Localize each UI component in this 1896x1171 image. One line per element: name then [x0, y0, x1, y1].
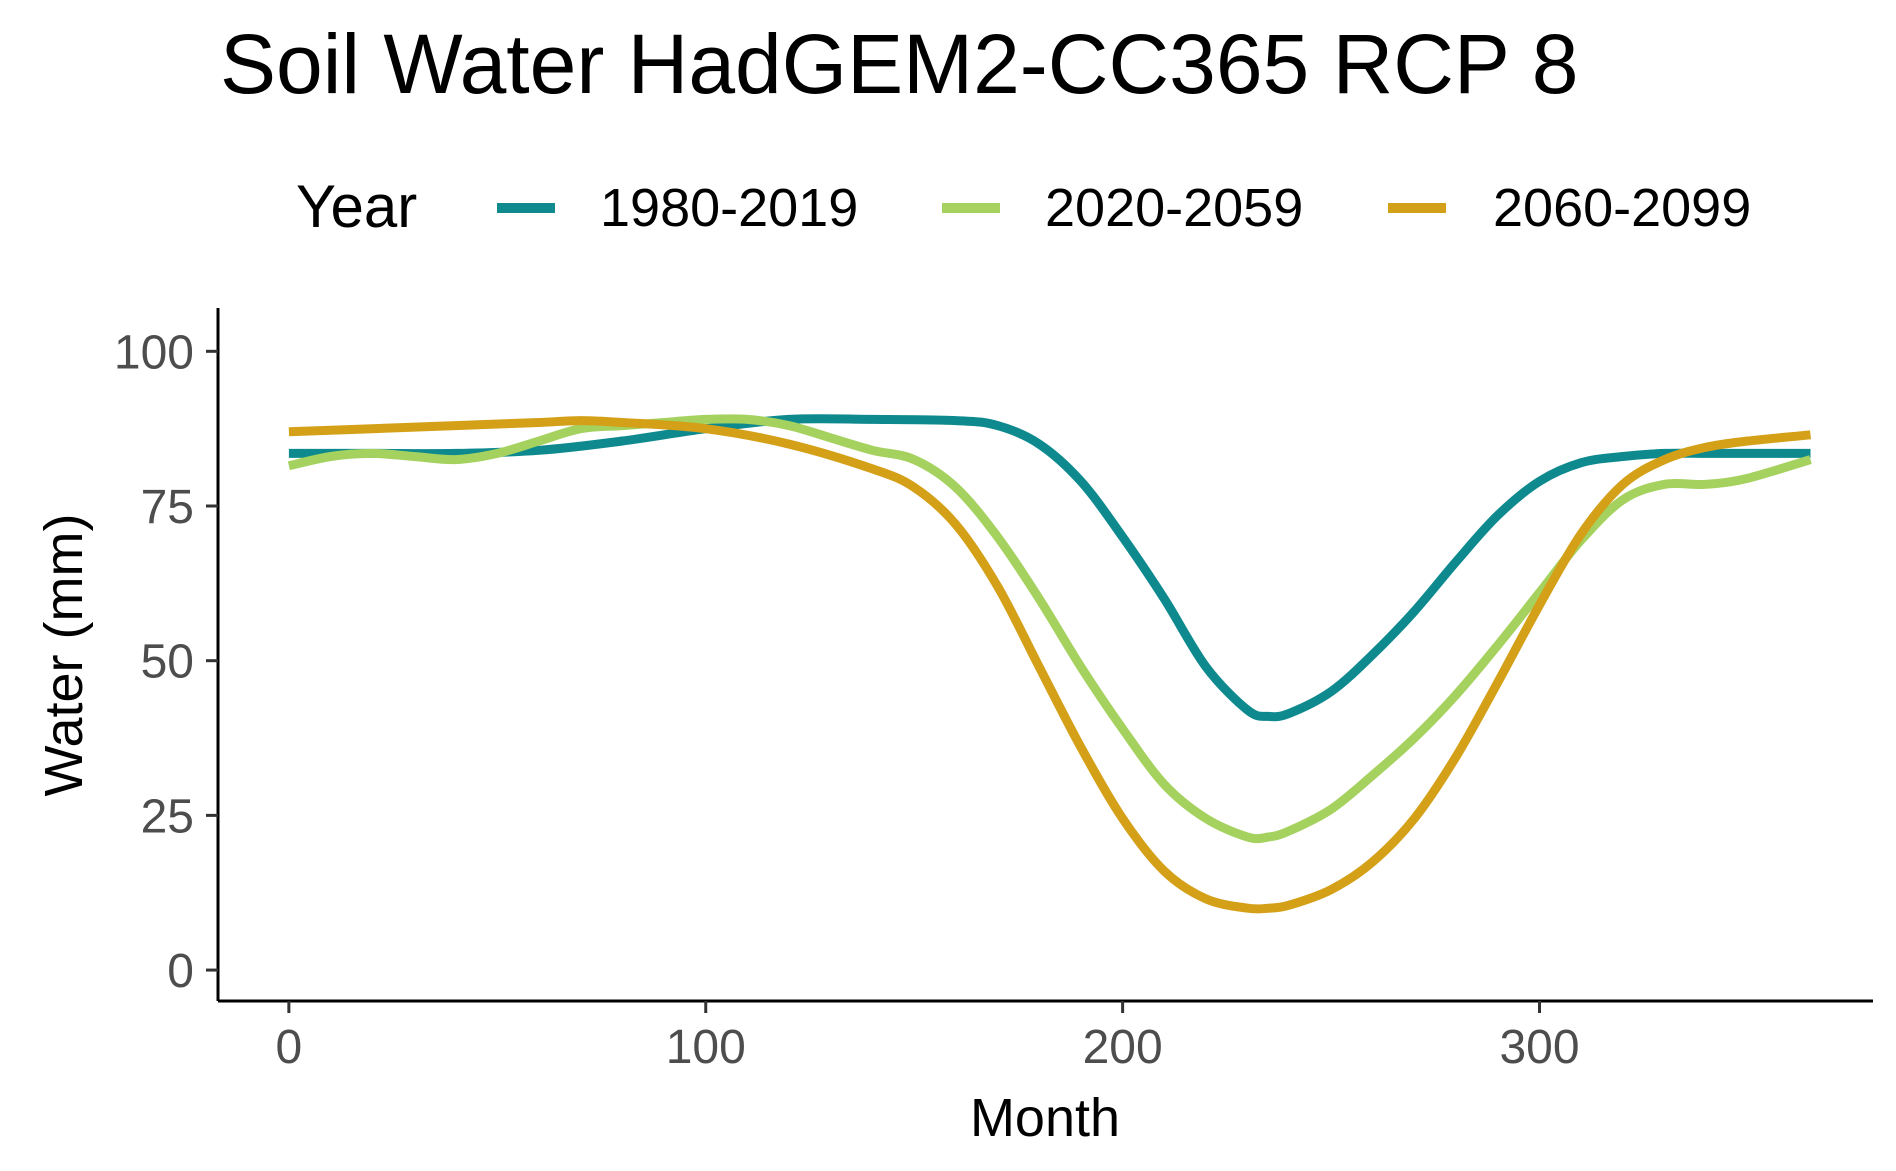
x-tick-label: 300 — [1499, 1021, 1579, 1074]
chart-title: Soil Water HadGEM2-CC365 RCP 8 — [220, 17, 1578, 111]
x-tick-label: 200 — [1083, 1021, 1163, 1074]
y-axis-title: Water (mm) — [34, 514, 94, 797]
series-line-1980-2019 — [288, 414, 1811, 722]
y-tick-label: 0 — [167, 945, 194, 998]
x-tick-label: 100 — [666, 1021, 746, 1074]
legend-title: Year — [296, 173, 417, 240]
legend-label-2020-2059: 2020-2059 — [1045, 178, 1303, 238]
x-axis-ticks: 0 100 200 300 — [276, 1001, 1580, 1074]
series-line-2020-2059 — [287, 414, 1812, 844]
y-tick-label: 100 — [114, 326, 194, 379]
x-axis-title: Month — [970, 1088, 1120, 1148]
series-lines — [287, 414, 1812, 914]
legend-label-2060-2099: 2060-2099 — [1493, 178, 1751, 238]
y-tick-label: 75 — [141, 481, 194, 534]
legend: Year 1980-2019 2020-2059 2060-2099 — [296, 173, 1751, 240]
y-tick-label: 50 — [141, 636, 194, 689]
y-tick-label: 25 — [141, 790, 194, 843]
plot-area: 0 25 50 75 100 0 100 200 300 — [114, 308, 1873, 1074]
x-tick-label: 0 — [276, 1021, 303, 1074]
y-axis-ticks: 0 25 50 75 100 — [114, 326, 218, 998]
series-line-2060-2099 — [288, 416, 1811, 914]
legend-label-1980-2019: 1980-2019 — [600, 178, 858, 238]
